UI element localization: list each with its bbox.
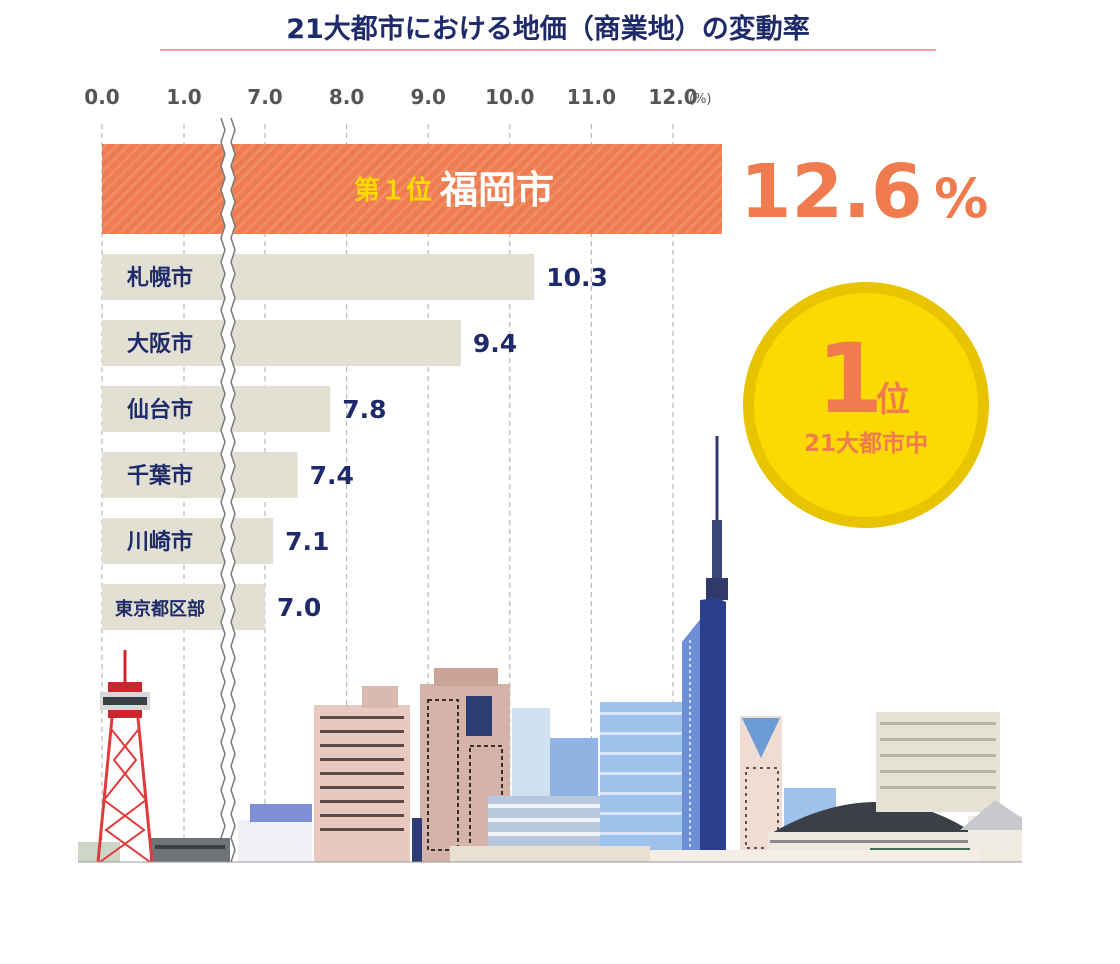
- bar-value-label-4: 7.1: [285, 527, 329, 556]
- axis-break-line-left: [220, 117, 226, 863]
- axis-break-line-right: [230, 117, 236, 863]
- bar-fukuoka-rank-label: 第１位: [354, 175, 432, 206]
- bars: 札幌市 10.3 大阪市 9.4 仙台市 7.8 千葉市 7.4 川崎市 7.1 東京都区部 7.0: [102, 254, 608, 630]
- tick-label-6: 11.0: [567, 85, 616, 109]
- badge-disc: [754, 293, 978, 517]
- bar-value-label-2: 7.8: [342, 395, 386, 424]
- bar-fukuoka-value-label: 12.6 %: [740, 149, 988, 235]
- tick-label-7: 12.0: [648, 85, 697, 109]
- unit-label: (%): [689, 92, 712, 107]
- bar-2: [102, 386, 331, 432]
- badge-rank-suffix: 位: [876, 380, 910, 420]
- tick-label-3: 8.0: [329, 85, 364, 109]
- bar-value-label-5: 7.0: [277, 593, 321, 622]
- tick-label-0: 0.0: [84, 85, 119, 109]
- bar-value-label-3: 7.4: [310, 461, 354, 490]
- rank-badge: 1 位 21大都市中: [743, 282, 989, 528]
- badge-rank: 1: [817, 323, 884, 435]
- bar-1: [102, 320, 461, 366]
- bar-category-label-0: 札幌市: [126, 265, 193, 291]
- axis-break: [221, 118, 235, 862]
- bar-5: [102, 584, 265, 630]
- bar-category-label-1: 大阪市: [127, 331, 193, 357]
- bar-0: [102, 254, 535, 300]
- fukuoka-tower-red-illustration: [96, 650, 154, 863]
- bar-3: [102, 452, 298, 498]
- badge-caption: 21大都市中: [804, 430, 928, 457]
- bar-category-label-5: 東京都区部: [115, 598, 205, 620]
- bar-category-label-4: 川崎市: [126, 529, 193, 555]
- tick-label-5: 10.0: [485, 85, 534, 109]
- chart-title: 21大都市における地価（商業地）の変動率: [286, 13, 810, 45]
- bar-category-label-3: 千葉市: [127, 463, 193, 489]
- bar-value-label-0: 10.3: [546, 263, 608, 292]
- bar-fukuoka-value: 12.6: [740, 149, 923, 235]
- x-axis-ticks: 0.0 1.0 7.0 8.0 9.0 10.0 11.0 12.0: [84, 85, 697, 109]
- bar-4: [102, 518, 274, 564]
- bar-value-label-1: 9.4: [473, 329, 517, 358]
- bar-fukuoka: [102, 144, 722, 234]
- tick-label-2: 7.0: [247, 85, 282, 109]
- fukuoka-tower-blue-illustration: [682, 436, 728, 862]
- pink-office-tower-illustration: [314, 686, 410, 862]
- bar-category-label-2: 仙台市: [127, 397, 193, 423]
- hotel-building-illustration: [876, 712, 1000, 812]
- blue-glass-tower-illustration: [600, 702, 684, 862]
- percent-sign: %: [934, 167, 988, 230]
- tick-label-4: 9.0: [410, 85, 445, 109]
- tick-label-1: 1.0: [166, 85, 201, 109]
- city-skyline-illustration: [78, 436, 1022, 863]
- bar-fukuoka-category-label: 福岡市: [439, 168, 554, 212]
